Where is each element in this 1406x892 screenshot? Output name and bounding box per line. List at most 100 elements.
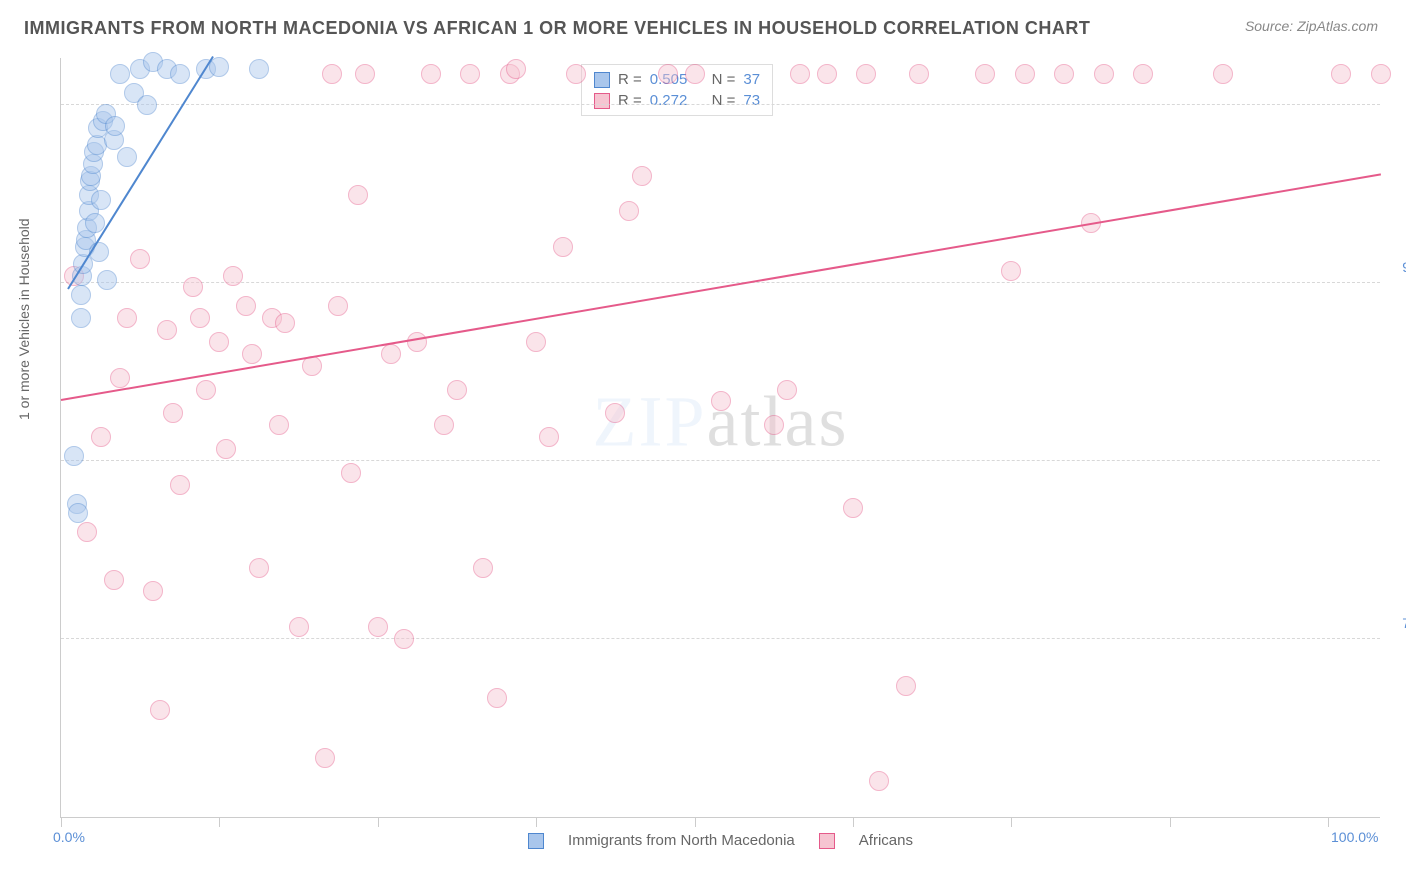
series-b-point <box>289 617 309 637</box>
x-tick <box>536 817 537 827</box>
series-b-point <box>685 64 705 84</box>
series-b-point <box>236 296 256 316</box>
series-b-point <box>487 688 507 708</box>
x-tick-label: 0.0% <box>53 829 85 845</box>
series-b-point <box>91 427 111 447</box>
series-b-point <box>447 380 467 400</box>
series-b-point <box>1054 64 1074 84</box>
x-tick <box>1328 817 1329 827</box>
series-b-point <box>764 415 784 435</box>
series-b-point <box>817 64 837 84</box>
series-a-point <box>110 64 130 84</box>
series-a-point <box>91 190 111 210</box>
series-a-point <box>137 95 157 115</box>
series-b-point <box>117 308 137 328</box>
series-b-point <box>104 570 124 590</box>
series-a-label: Immigrants from North Macedonia <box>568 832 795 849</box>
series-b-point <box>506 59 526 79</box>
series-b-point <box>223 266 243 286</box>
series-b-point <box>1371 64 1391 84</box>
y-axis-label: 1 or more Vehicles in Household <box>16 218 32 420</box>
series-b-point <box>381 344 401 364</box>
x-tick <box>695 817 696 827</box>
series-a-point <box>64 446 84 466</box>
scatter-chart: ZIPatlas R = 0.505 N = 37 R = 0.272 N = … <box>60 58 1380 818</box>
series-b-point <box>216 439 236 459</box>
series-b-point <box>157 320 177 340</box>
series-b-point <box>856 64 876 84</box>
series-a-point <box>71 285 91 305</box>
series-b-point <box>242 344 262 364</box>
series-b-point <box>275 313 295 333</box>
series-b-point <box>777 380 797 400</box>
gridline <box>61 282 1380 283</box>
series-b-point <box>315 748 335 768</box>
series-b-point <box>269 415 289 435</box>
series-legend: Immigrants from North Macedonia Africans <box>61 832 1380 849</box>
series-b-point <box>209 332 229 352</box>
series-b-point <box>975 64 995 84</box>
swatch-series-a <box>594 72 610 88</box>
x-tick <box>61 817 62 827</box>
series-b-point <box>869 771 889 791</box>
x-tick <box>853 817 854 827</box>
series-a-point <box>68 503 88 523</box>
series-a-point <box>117 147 137 167</box>
swatch-series-b <box>594 93 610 109</box>
series-b-point <box>328 296 348 316</box>
series-b-point <box>553 237 573 257</box>
series-b-point <box>632 166 652 186</box>
series-b-label: Africans <box>859 832 913 849</box>
series-b-point <box>190 308 210 328</box>
swatch-series-b-bottom <box>819 833 835 849</box>
series-b-point <box>183 277 203 297</box>
series-b-point <box>1015 64 1035 84</box>
series-b-point <box>407 332 427 352</box>
series-b-point <box>605 403 625 423</box>
x-tick <box>378 817 379 827</box>
series-a-point <box>209 57 229 77</box>
series-b-point <box>322 64 342 84</box>
series-b-point <box>1094 64 1114 84</box>
series-b-point <box>1133 64 1153 84</box>
series-b-point <box>619 201 639 221</box>
n-value-b: 73 <box>743 92 760 109</box>
series-b-point <box>196 380 216 400</box>
series-b-point <box>539 427 559 447</box>
series-b-point <box>526 332 546 352</box>
series-b-point <box>341 463 361 483</box>
series-b-point <box>843 498 863 518</box>
series-a-point <box>170 64 190 84</box>
series-b-point <box>909 64 929 84</box>
series-a-point <box>105 116 125 136</box>
gridline <box>61 104 1380 105</box>
series-b-point <box>150 700 170 720</box>
legend-row-series-b: R = 0.272 N = 73 <box>594 90 760 111</box>
series-b-point <box>790 64 810 84</box>
series-b-point <box>566 64 586 84</box>
series-a-point <box>249 59 269 79</box>
series-b-point <box>434 415 454 435</box>
y-tick-label: 77.5% <box>1402 615 1406 631</box>
series-b-point <box>163 403 183 423</box>
r-value-b: 0.272 <box>650 92 688 109</box>
series-b-point <box>110 368 130 388</box>
x-tick <box>219 817 220 827</box>
series-b-point <box>249 558 269 578</box>
series-b-point <box>394 629 414 649</box>
series-a-point <box>71 308 91 328</box>
series-b-point <box>130 249 150 269</box>
n-value-a: 37 <box>743 71 760 88</box>
chart-title: IMMIGRANTS FROM NORTH MACEDONIA VS AFRIC… <box>24 18 1090 39</box>
series-b-point <box>170 475 190 495</box>
gridline <box>61 638 1380 639</box>
series-b-trendline <box>61 174 1381 402</box>
swatch-series-a-bottom <box>528 833 544 849</box>
series-b-point <box>896 676 916 696</box>
x-tick-label: 100.0% <box>1331 829 1378 845</box>
series-b-point <box>355 64 375 84</box>
x-tick <box>1170 817 1171 827</box>
series-a-point <box>97 270 117 290</box>
series-b-point <box>143 581 163 601</box>
x-tick <box>1011 817 1012 827</box>
